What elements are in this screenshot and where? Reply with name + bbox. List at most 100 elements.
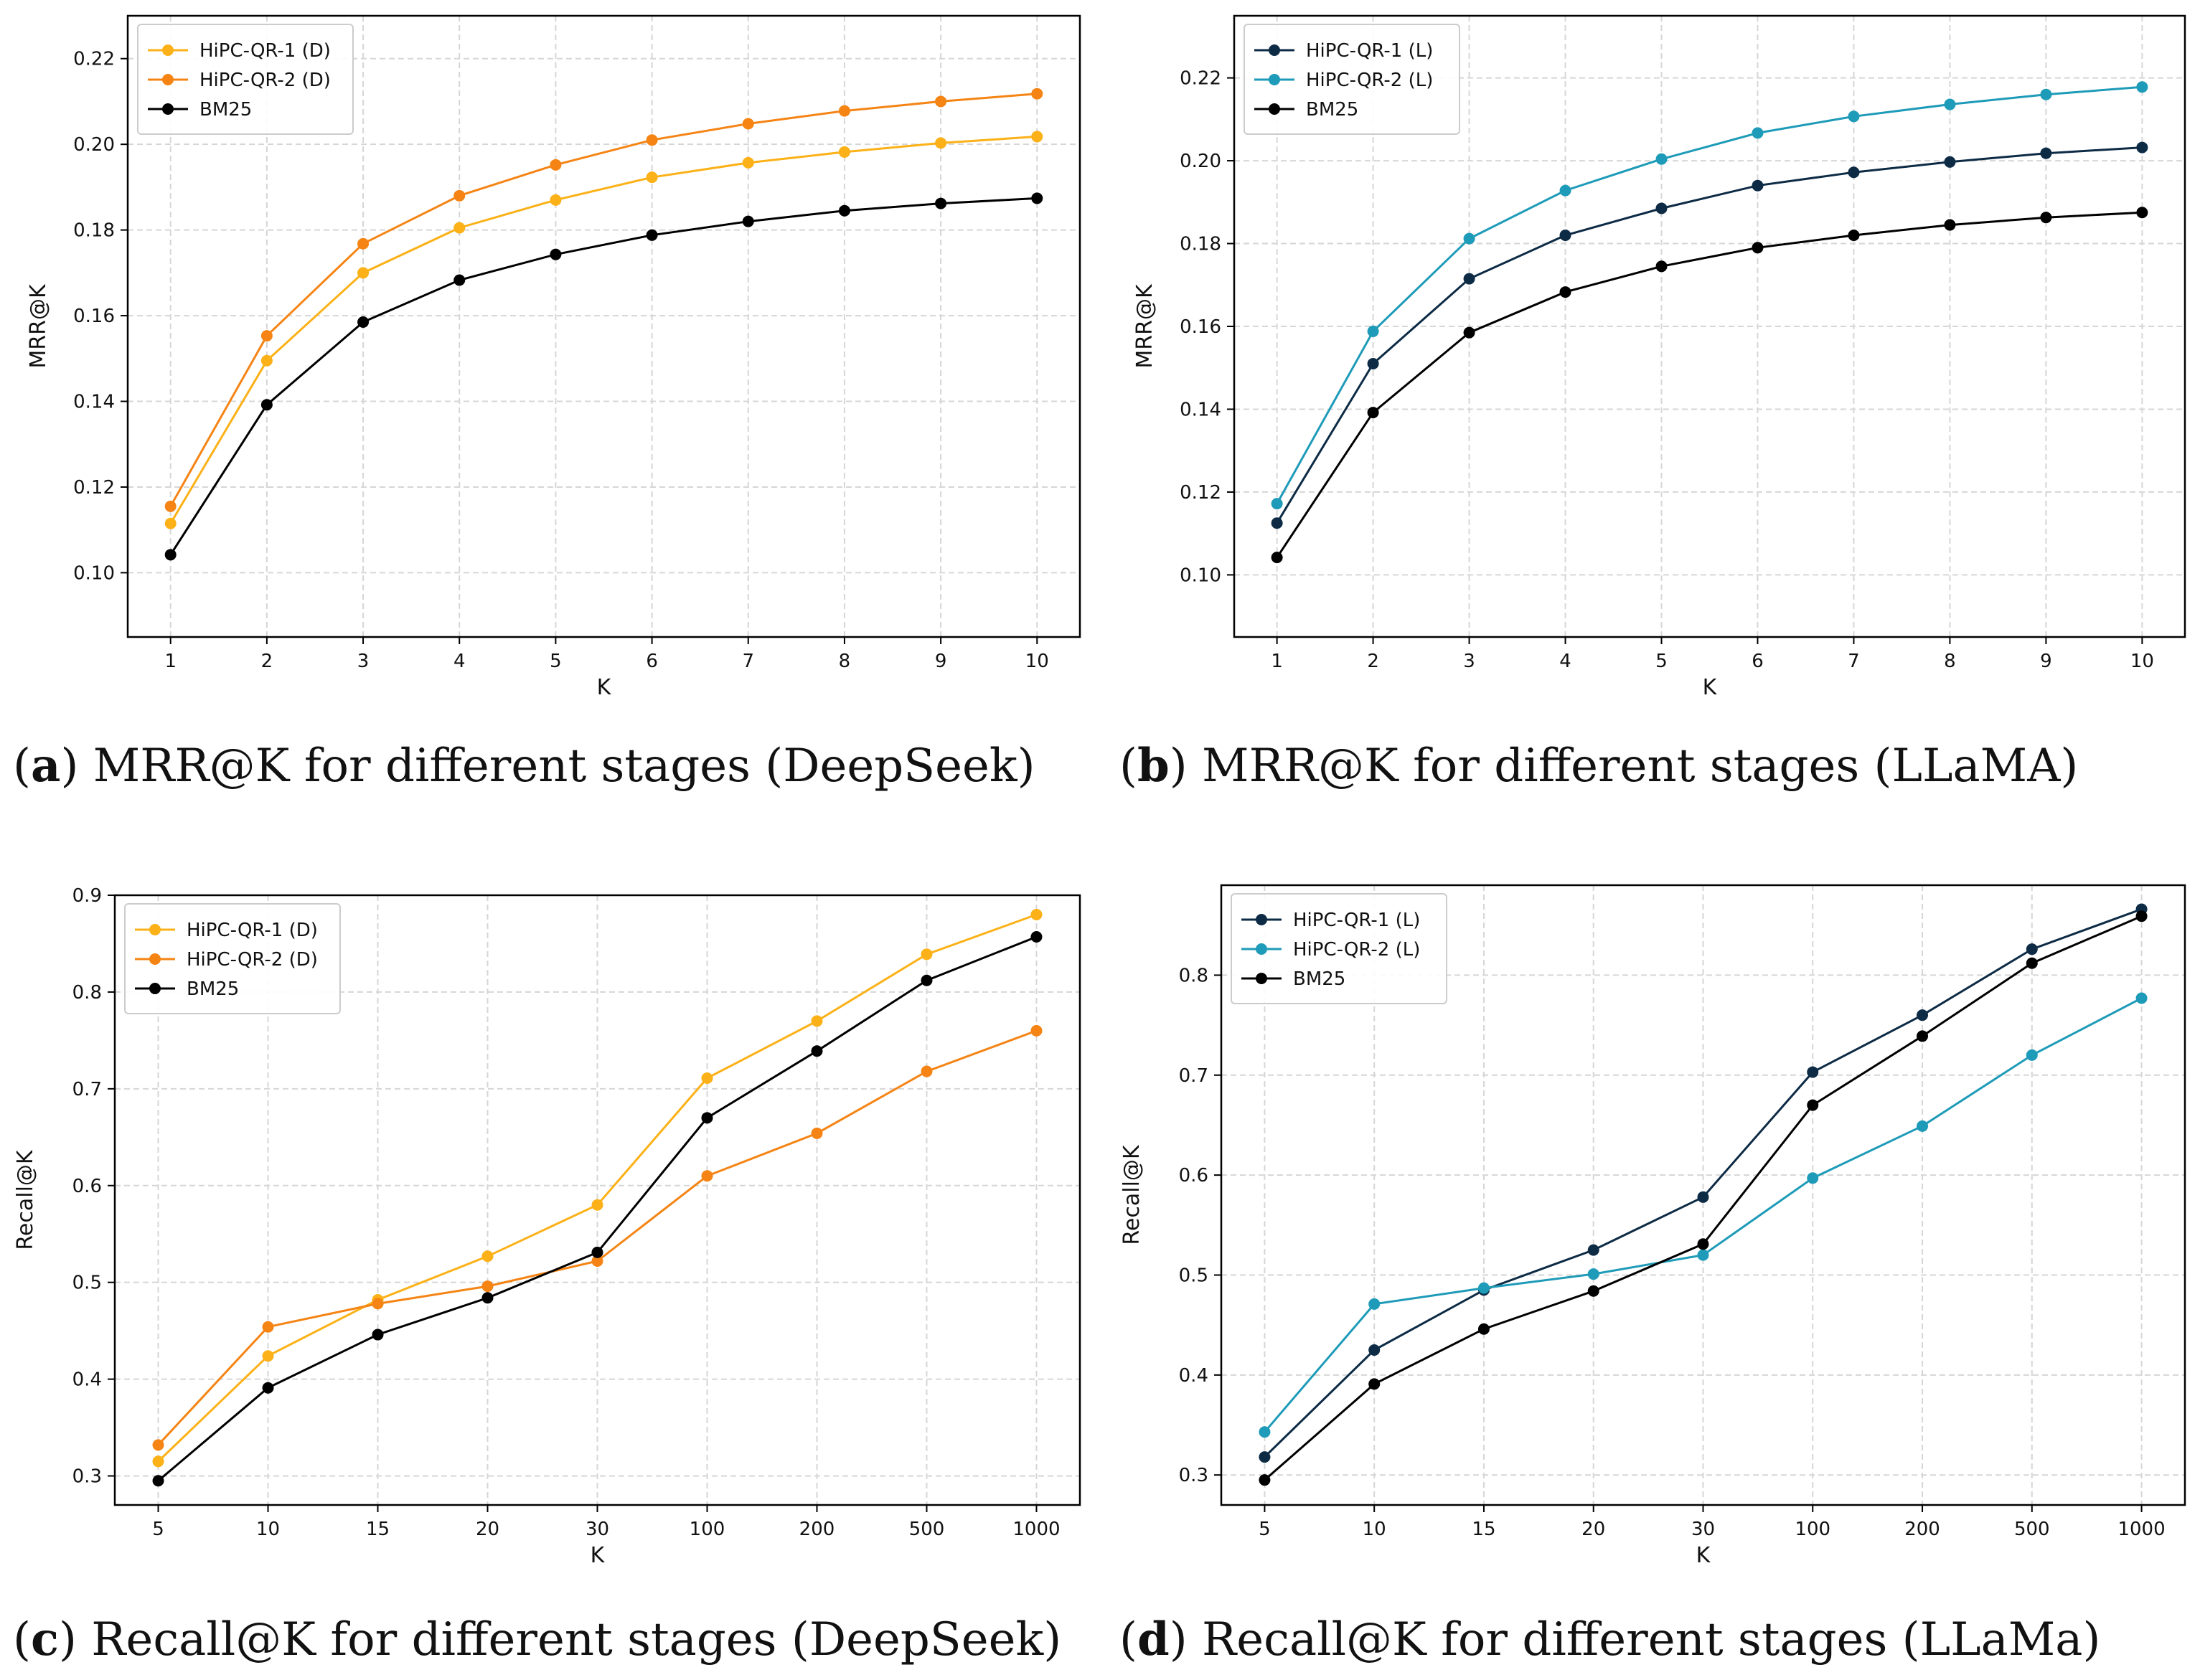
point-a-2-1 <box>260 399 273 411</box>
y-tick-label-a-0: 0.10 <box>73 562 115 584</box>
caption-c: (c) Recall@K for different stages (DeepS… <box>13 1613 1062 1666</box>
x-tick-label-d-3: 20 <box>1581 1519 1605 1540</box>
x-tick-label-d-1: 10 <box>1363 1519 1386 1540</box>
x-tick-label-b-4: 5 <box>1655 651 1668 672</box>
legend-marker-b-2 <box>1269 103 1280 115</box>
x-tick-label-d-5: 100 <box>1795 1519 1830 1540</box>
point-d-1-1 <box>1368 1298 1381 1310</box>
point-c-1-6 <box>811 1127 823 1139</box>
legend-box-c <box>124 903 341 1014</box>
point-c-0-6 <box>811 1015 823 1027</box>
x-tick-label-c-0: 5 <box>152 1519 164 1540</box>
y-tick-label-b-3: 0.16 <box>1180 316 1221 338</box>
point-b-0-6 <box>1848 166 1860 179</box>
y-tick-label-c-6: 0.9 <box>72 885 102 907</box>
point-c-1-0 <box>152 1439 164 1451</box>
point-c-2-6 <box>811 1045 823 1057</box>
caption-b-letter: b <box>1137 739 1170 793</box>
point-c-0-4 <box>591 1199 603 1211</box>
point-d-0-7 <box>2026 943 2038 955</box>
point-a-1-0 <box>164 500 177 512</box>
point-c-1-1 <box>262 1321 274 1333</box>
point-a-1-8 <box>935 95 947 108</box>
point-a-2-6 <box>742 215 754 227</box>
point-d-1-8 <box>2135 992 2148 1004</box>
caption-c-text: Recall@K for different stages (DeepSeek) <box>76 1613 1062 1666</box>
point-c-0-1 <box>262 1350 274 1362</box>
point-b-1-3 <box>1559 184 1571 197</box>
point-d-2-0 <box>1259 1474 1271 1486</box>
point-b-2-7 <box>1944 219 1956 231</box>
point-a-1-6 <box>742 118 754 130</box>
legend-box-b <box>1244 24 1460 135</box>
x-tick-label-a-5: 6 <box>646 651 658 672</box>
x-tick-label-d-6: 200 <box>1904 1519 1940 1540</box>
point-a-0-7 <box>838 146 850 158</box>
x-tick-label-b-9: 10 <box>2130 651 2154 672</box>
point-c-1-4 <box>591 1255 603 1267</box>
x-tick-label-b-3: 4 <box>1559 651 1571 672</box>
point-b-1-2 <box>1463 232 1475 245</box>
y-tick-label-c-4: 0.7 <box>72 1079 102 1100</box>
legend-marker-b-1 <box>1269 74 1280 85</box>
point-a-2-9 <box>1031 192 1043 204</box>
y-tick-label-a-3: 0.16 <box>73 306 115 327</box>
legend-marker-d-1 <box>1256 943 1267 955</box>
series-line-b-0 <box>1276 146 2143 524</box>
y-tick-label-d-3: 0.6 <box>1179 1165 1208 1186</box>
point-a-0-3 <box>453 222 466 234</box>
legend-label-c-0: HiPC-QR-1 (D) <box>187 920 318 941</box>
x-tick-label-a-2: 3 <box>357 651 370 672</box>
point-a-0-0 <box>164 517 177 529</box>
y-tick-label-c-1: 0.4 <box>72 1369 102 1391</box>
point-b-0-4 <box>1655 202 1668 214</box>
point-c-0-3 <box>481 1250 494 1263</box>
legend-c: HiPC-QR-1 (D) HiPC-QR-2 (D) BM25 <box>124 903 341 1014</box>
legend-label-b-2: BM25 <box>1306 99 1358 121</box>
legend-label-d-1: HiPC-QR-2 (L) <box>1293 939 1420 961</box>
point-d-0-0 <box>1259 1451 1271 1463</box>
point-a-1-3 <box>453 189 466 202</box>
point-d-1-2 <box>1477 1282 1490 1294</box>
point-a-0-2 <box>357 267 370 279</box>
point-b-1-8 <box>2040 88 2052 100</box>
y-tick-label-c-5: 0.8 <box>72 982 102 1004</box>
point-b-2-6 <box>1848 229 1860 241</box>
point-c-2-3 <box>481 1292 494 1304</box>
legend-marker-b-0 <box>1269 44 1280 56</box>
point-b-0-2 <box>1463 273 1475 285</box>
point-d-0-6 <box>1917 1009 1929 1021</box>
point-b-2-1 <box>1367 407 1379 419</box>
point-d-0-1 <box>1368 1344 1381 1356</box>
x-tick-label-b-7: 8 <box>1944 651 1956 672</box>
point-c-1-8 <box>1030 1024 1043 1037</box>
y-tick-label-c-3: 0.6 <box>72 1176 102 1197</box>
legend-marker-d-0 <box>1256 914 1267 925</box>
point-a-0-8 <box>935 137 947 149</box>
legend-label-d-2: BM25 <box>1293 968 1345 990</box>
point-a-2-5 <box>646 229 658 241</box>
point-a-2-0 <box>164 549 177 561</box>
point-d-1-3 <box>1587 1268 1599 1280</box>
x-tick-label-a-3: 4 <box>453 651 466 672</box>
point-b-2-8 <box>2040 212 2052 224</box>
point-b-0-1 <box>1367 357 1379 369</box>
caption-a: (a) MRR@K for different stages (DeepSeek… <box>13 739 1035 793</box>
caption-a-letter: a <box>30 739 61 793</box>
y-tick-label-b-0: 0.10 <box>1180 565 1221 586</box>
y-tick-label-b-4: 0.18 <box>1180 234 1221 255</box>
caption-d-letter: d <box>1137 1613 1170 1666</box>
x-tick-label-a-7: 8 <box>839 651 851 672</box>
y-tick-label-b-2: 0.14 <box>1180 399 1221 420</box>
x-tick-label-c-6: 200 <box>799 1519 835 1540</box>
x-tick-label-c-1: 10 <box>256 1519 280 1540</box>
point-a-0-1 <box>260 354 273 367</box>
point-a-2-8 <box>935 197 947 209</box>
point-b-0-0 <box>1271 517 1283 529</box>
point-b-1-6 <box>1848 110 1860 123</box>
legend-label-a-0: HiPC-QR-1 (D) <box>199 40 331 62</box>
legend-label-a-2: BM25 <box>199 99 252 121</box>
y-tick-label-b-6: 0.22 <box>1180 68 1221 90</box>
plot-frame-a <box>126 14 1081 638</box>
series-line-b-2 <box>1276 211 2143 559</box>
